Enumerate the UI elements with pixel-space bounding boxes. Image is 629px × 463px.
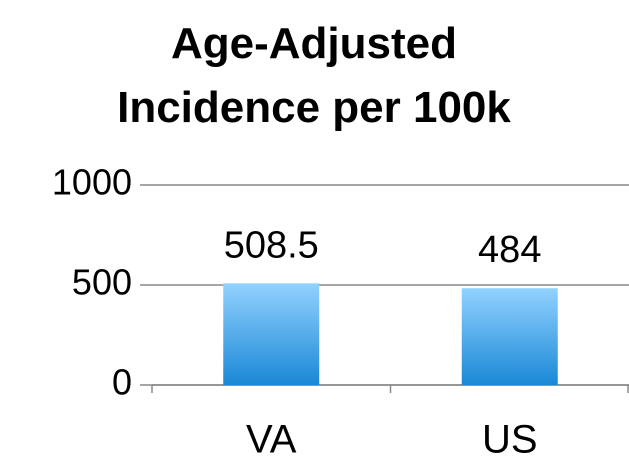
x-tick-label: VA [246, 418, 297, 462]
y-tick-label: 1000 [52, 162, 132, 203]
bar [223, 283, 320, 385]
x-tick-label: US [482, 418, 538, 462]
bar [461, 288, 558, 385]
value-label: 508.5 [224, 224, 319, 266]
chart-title: Age-Adjusted Incidence per 100k [117, 19, 511, 132]
value-label: 484 [478, 229, 541, 271]
y-tick-label: 0 [112, 362, 132, 403]
y-tick-label: 500 [72, 262, 132, 303]
